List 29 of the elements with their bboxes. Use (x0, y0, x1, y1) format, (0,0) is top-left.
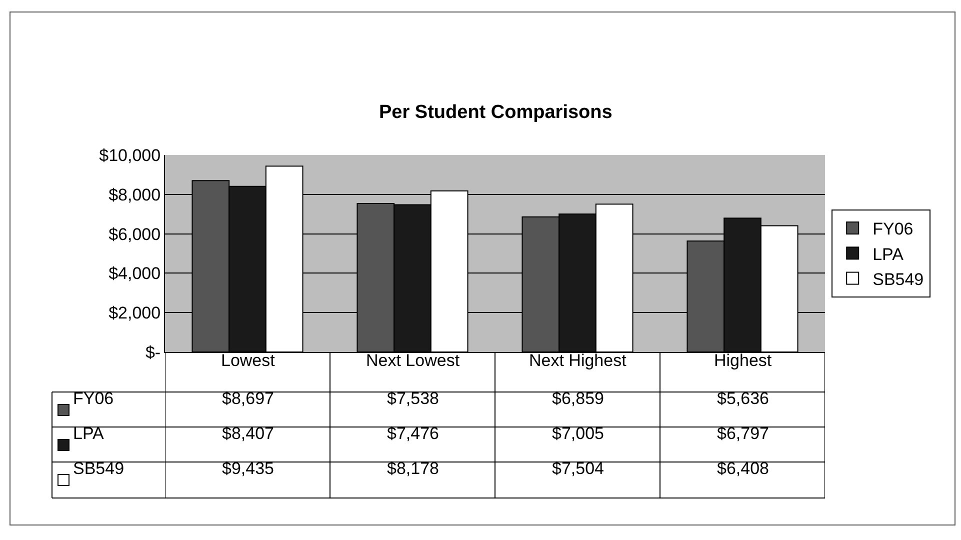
legend-label: LPA (872, 244, 904, 264)
y-tick-label: $10,000 (99, 146, 161, 165)
x-tick-label: Highest (714, 351, 772, 370)
x-tick-label: Next Lowest (366, 351, 460, 370)
y-tick-label: $2,000 (108, 304, 161, 323)
y-tick-label: $- (145, 342, 161, 362)
data-label: $8,407 (222, 424, 274, 443)
data-label: $6,859 (552, 389, 604, 408)
data-label: $5,636 (717, 389, 769, 408)
y-tick-label: $4,000 (108, 264, 161, 284)
text: FY06 (872, 220, 914, 239)
data-label: $6,408 (717, 459, 769, 478)
data-label: $8,178 (387, 459, 439, 478)
y-tick-label: $6,000 (108, 224, 161, 244)
data-label: $7,005 (552, 424, 604, 443)
data-label: $9,435 (222, 459, 274, 478)
data-label: $7,538 (387, 389, 439, 408)
x-tick-label: Next Highest (529, 351, 627, 370)
data-label: $6,797 (717, 424, 769, 443)
data-label: $7,476 (387, 424, 439, 443)
data-label: $8,697 (222, 389, 274, 408)
x-tick-label: Lowest (221, 351, 276, 370)
legend-label: SB549 (872, 270, 924, 289)
text: SB549 (73, 459, 124, 478)
data-label: $7,504 (552, 459, 604, 478)
chart-title: Per Student Comparisons (379, 102, 612, 123)
legend-label: FY06 (73, 389, 114, 408)
y-tick-label: $8,000 (108, 185, 161, 204)
text: LPA (73, 424, 104, 443)
